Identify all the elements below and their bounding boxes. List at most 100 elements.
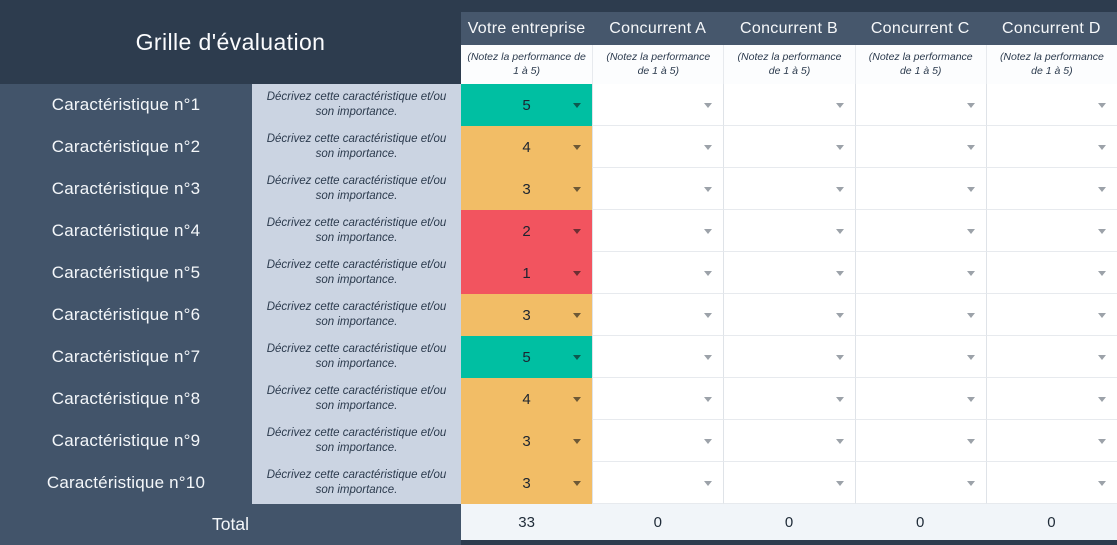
score-select-concurrent-a[interactable] [592,462,724,504]
dropdown-arrow-icon [966,102,975,108]
dropdown-arrow-icon [704,480,713,486]
dropdown-arrow-icon [704,438,713,444]
score-select-concurrent-c[interactable] [854,252,986,294]
score-select-concurrent-a[interactable] [592,168,724,210]
score-select-concurrent-c[interactable] [854,462,986,504]
score-select-concurrent-b[interactable] [723,84,855,126]
score-select-concurrent-d[interactable] [985,252,1117,294]
dropdown-arrow-icon [1097,438,1106,444]
score-select-concurrent-a[interactable] [592,252,724,294]
dropdown-arrow-icon [835,144,844,150]
dropdown-arrow-icon [573,187,582,192]
score-select-concurrent-a[interactable] [592,84,724,126]
score-select-concurrent-c[interactable] [854,294,986,336]
score-select-votre-entreprise[interactable]: 4 [461,126,593,168]
score-select-votre-entreprise[interactable]: 3 [461,294,593,336]
dropdown-arrow-icon [573,145,582,150]
score-select-votre-entreprise[interactable]: 3 [461,462,593,504]
score-select-concurrent-a[interactable] [592,420,724,462]
score-select-concurrent-d[interactable] [985,210,1117,252]
score-select-concurrent-b[interactable] [723,462,855,504]
score-select-votre-entreprise[interactable]: 5 [461,336,593,378]
score-select-concurrent-c[interactable] [854,126,986,168]
score-select-concurrent-c[interactable] [854,378,986,420]
row-label: Caractéristique n°4 [0,210,252,252]
row-description: Décrivez cette caractéristique et/ou son… [252,294,461,336]
header-top-strip [985,0,1117,12]
dropdown-arrow-icon [1097,480,1106,486]
dropdown-arrow-icon [966,312,975,318]
total-value-concurrent-a: 0 [592,504,724,545]
score-select-concurrent-b[interactable] [723,378,855,420]
score-select-concurrent-c[interactable] [854,420,986,462]
dropdown-arrow-icon [1097,186,1106,192]
score-select-concurrent-d[interactable] [985,420,1117,462]
score-select-votre-entreprise[interactable]: 3 [461,168,593,210]
score-select-concurrent-c[interactable] [854,84,986,126]
score-value: 4 [522,390,531,408]
score-select-concurrent-d[interactable] [985,336,1117,378]
row-description: Décrivez cette caractéristique et/ou son… [252,168,461,210]
dropdown-arrow-icon [704,312,713,318]
total-value-concurrent-d: 0 [985,504,1117,545]
column-title: Concurrent C [870,19,970,37]
dropdown-arrow-icon [704,186,713,192]
dropdown-arrow-icon [704,270,713,276]
row-label: Caractéristique n°9 [0,420,252,462]
row-description: Décrivez cette caractéristique et/ou son… [252,462,461,504]
dropdown-arrow-icon [966,354,975,360]
score-select-concurrent-c[interactable] [854,168,986,210]
dropdown-arrow-icon [704,396,713,402]
column-title: Concurrent D [1002,19,1101,37]
score-value: 3 [522,180,531,198]
dropdown-arrow-icon [835,228,844,234]
rating-note: (Notez la performance de 1 à 5) [723,45,855,84]
column-header-votre-entreprise: Votre entreprise (Notez la performance d… [461,0,593,84]
score-select-votre-entreprise[interactable]: 4 [461,378,593,420]
dropdown-arrow-icon [1097,312,1106,318]
score-select-concurrent-b[interactable] [723,420,855,462]
score-select-votre-entreprise[interactable]: 5 [461,84,593,126]
score-select-concurrent-a[interactable] [592,336,724,378]
dropdown-arrow-icon [835,438,844,444]
dropdown-arrow-icon [704,228,713,234]
column-title: Concurrent B [740,19,838,37]
score-select-concurrent-b[interactable] [723,126,855,168]
dropdown-arrow-icon [1097,270,1106,276]
score-select-concurrent-d[interactable] [985,294,1117,336]
dropdown-arrow-icon [573,271,582,276]
score-select-votre-entreprise[interactable]: 3 [461,420,593,462]
row-description: Décrivez cette caractéristique et/ou son… [252,336,461,378]
score-value: 3 [522,306,531,324]
score-select-concurrent-c[interactable] [854,210,986,252]
rating-note: (Notez la performance de 1 à 5) [854,45,986,84]
score-select-concurrent-b[interactable] [723,294,855,336]
row-label: Caractéristique n°10 [0,462,252,504]
score-select-concurrent-d[interactable] [985,168,1117,210]
score-select-concurrent-d[interactable] [985,126,1117,168]
score-select-concurrent-a[interactable] [592,210,724,252]
row-description: Décrivez cette caractéristique et/ou son… [252,126,461,168]
row-label: Caractéristique n°2 [0,126,252,168]
score-select-concurrent-d[interactable] [985,378,1117,420]
dropdown-arrow-icon [1097,144,1106,150]
score-value: 3 [522,432,531,450]
score-select-concurrent-b[interactable] [723,336,855,378]
score-select-concurrent-b[interactable] [723,210,855,252]
score-select-concurrent-a[interactable] [592,126,724,168]
dropdown-arrow-icon [966,270,975,276]
dropdown-arrow-icon [704,144,713,150]
dropdown-arrow-icon [835,480,844,486]
score-select-concurrent-a[interactable] [592,378,724,420]
score-select-concurrent-d[interactable] [985,462,1117,504]
dropdown-arrow-icon [1097,228,1106,234]
score-select-votre-entreprise[interactable]: 2 [461,210,593,252]
score-select-concurrent-c[interactable] [854,336,986,378]
score-select-votre-entreprise[interactable]: 1 [461,252,593,294]
row-label: Caractéristique n°3 [0,168,252,210]
score-select-concurrent-b[interactable] [723,252,855,294]
score-select-concurrent-b[interactable] [723,168,855,210]
score-select-concurrent-d[interactable] [985,84,1117,126]
dropdown-arrow-icon [835,186,844,192]
score-select-concurrent-a[interactable] [592,294,724,336]
